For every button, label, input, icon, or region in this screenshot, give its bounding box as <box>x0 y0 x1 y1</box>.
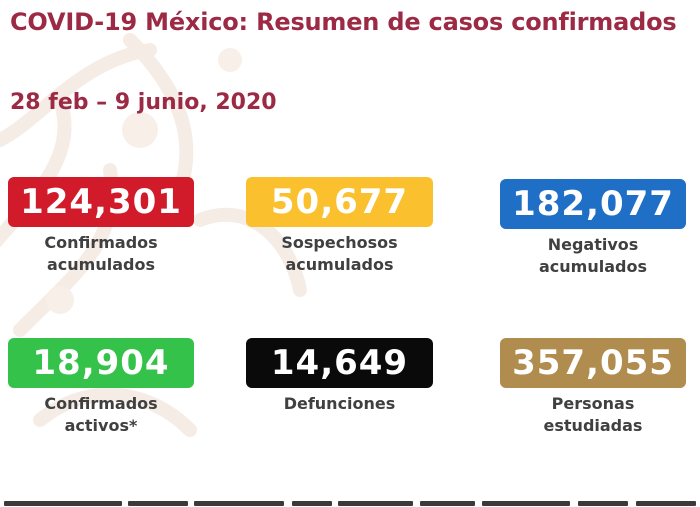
stat-label: Confirmados acumulados <box>8 232 194 276</box>
stat-label-line: Defunciones <box>283 394 396 413</box>
stat-sospechosos-acumulados: 50,677 Sospechosos acumulados <box>246 177 433 276</box>
stat-label-line: activos* <box>64 416 138 435</box>
stat-confirmados-activos: 18,904 Confirmados activos* <box>8 338 194 437</box>
stat-negativos-acumulados: 182,077 Negativos acumulados <box>500 179 686 278</box>
stat-value-box: 182,077 <box>500 179 686 229</box>
stat-label-line: Confirmados <box>44 394 158 413</box>
stat-label: Defunciones <box>246 393 433 415</box>
stat-label-line: Negativos <box>547 235 639 254</box>
stat-label: Confirmados activos* <box>8 393 194 437</box>
stat-value-box: 14,649 <box>246 338 433 388</box>
stat-label-line: Confirmados <box>44 233 158 252</box>
stat-label-line: acumulados <box>47 255 155 274</box>
stat-label-line: acumulados <box>285 255 394 274</box>
stat-label-line: Personas <box>551 394 635 413</box>
stat-value-box: 357,055 <box>500 338 686 388</box>
stat-label-line: Sospechosos <box>281 233 398 252</box>
stat-label-line: estudiadas <box>543 416 643 435</box>
stat-label: Personas estudiadas <box>500 393 686 437</box>
stat-label: Sospechosos acumulados <box>246 232 433 276</box>
date-range: 28 feb – 9 junio, 2020 <box>10 90 277 115</box>
stat-value-box: 18,904 <box>8 338 194 388</box>
stat-value-box: 124,301 <box>8 177 194 227</box>
stat-confirmados-acumulados: 124,301 Confirmados acumulados <box>8 177 194 276</box>
footnote-cutoff <box>0 500 700 507</box>
stat-value-box: 50,677 <box>246 177 433 227</box>
stat-defunciones: 14,649 Defunciones <box>246 338 433 415</box>
stat-personas-estudiadas: 357,055 Personas estudiadas <box>500 338 686 437</box>
stat-label-line: acumulados <box>539 257 647 276</box>
stat-label: Negativos acumulados <box>500 234 686 278</box>
page-title: COVID-19 México: Resumen de casos confir… <box>10 8 677 36</box>
